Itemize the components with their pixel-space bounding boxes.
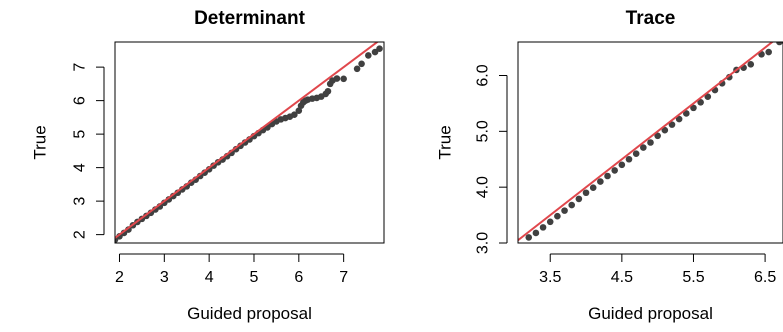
- data-point: [704, 93, 712, 101]
- chart-title: Determinant: [194, 8, 306, 29]
- data-point: [647, 139, 654, 146]
- x-tick-label: 5.5: [682, 269, 704, 286]
- data-point: [640, 144, 647, 151]
- plot-frame: [114, 41, 385, 244]
- data-point: [611, 167, 618, 174]
- data-point: [291, 111, 298, 118]
- chart-title: Trace: [626, 8, 676, 29]
- y-tick-label: 3.0: [475, 232, 492, 254]
- y-tick-label: 4.0: [475, 176, 492, 198]
- data-point: [765, 48, 772, 56]
- data-point: [333, 75, 341, 82]
- data-point: [683, 110, 690, 117]
- y-tick-label: 3: [72, 197, 89, 206]
- data-points: [525, 42, 783, 241]
- data-point: [654, 132, 661, 140]
- x-tick-label: 4.5: [611, 269, 633, 286]
- y-axis-label: True: [31, 125, 50, 159]
- data-point: [690, 104, 697, 112]
- y-axis-label: True: [436, 125, 455, 159]
- y-tick-label: 7: [72, 63, 89, 72]
- data-point: [604, 172, 611, 180]
- data-point: [618, 161, 626, 169]
- data-point: [295, 107, 303, 114]
- data-point: [668, 121, 676, 128]
- data-point: [353, 65, 361, 73]
- x-tick-label: 2: [115, 269, 124, 286]
- panel-determinant: Determinant 2 3 4 5 6 7 2 3 4 5 6 7 Guided proposal Tr…: [31, 8, 385, 323]
- y-tick-label: 6.0: [475, 64, 492, 86]
- data-point: [340, 75, 347, 83]
- data-point: [376, 45, 383, 52]
- x-axis-label: Guided proposal: [588, 304, 713, 323]
- reference-line: [518, 42, 774, 241]
- data-point: [324, 87, 332, 95]
- x-tick-label: 6.5: [754, 269, 776, 286]
- data-point: [532, 229, 540, 237]
- x-tick-label: 3.5: [539, 269, 561, 286]
- x-tick-label: 6: [294, 269, 303, 286]
- data-point: [625, 155, 633, 163]
- y-tick-label: 2: [72, 230, 89, 239]
- data-point: [539, 224, 547, 231]
- data-point: [597, 178, 604, 185]
- plot-frame: [517, 41, 783, 244]
- data-point: [675, 115, 683, 123]
- data-point: [371, 48, 379, 56]
- y-tick-label: 4: [72, 163, 89, 172]
- data-point: [589, 184, 597, 192]
- x-axis-label: Guided proposal: [187, 304, 312, 323]
- data-point: [568, 201, 576, 209]
- x-tick-label: 7: [339, 269, 348, 286]
- x-tick-label: 5: [250, 269, 259, 286]
- data-point: [365, 52, 372, 59]
- data-point: [697, 99, 704, 106]
- data-point: [582, 189, 590, 197]
- x-tick-label: 4: [205, 269, 214, 286]
- x-tick-label: 3: [160, 269, 169, 286]
- panel-trace: Trace 3.5 4.5 5.5 6.5 3.0 4.0 5.0 6.0 Guided prop…: [436, 8, 783, 323]
- y-tick-label: 5: [72, 130, 89, 139]
- reference-line: [115, 42, 379, 239]
- data-point: [776, 42, 783, 46]
- data-point: [358, 60, 365, 68]
- y-tick-label: 5.0: [475, 120, 492, 142]
- data-point: [546, 218, 554, 226]
- y-tick-label: 6: [72, 96, 89, 105]
- data-points: [115, 45, 383, 243]
- data-point: [632, 150, 640, 157]
- data-point: [554, 212, 561, 220]
- data-point: [661, 126, 669, 134]
- data-point: [561, 207, 568, 214]
- data-point: [575, 195, 583, 203]
- data-point: [525, 234, 533, 241]
- data-point: [747, 61, 755, 68]
